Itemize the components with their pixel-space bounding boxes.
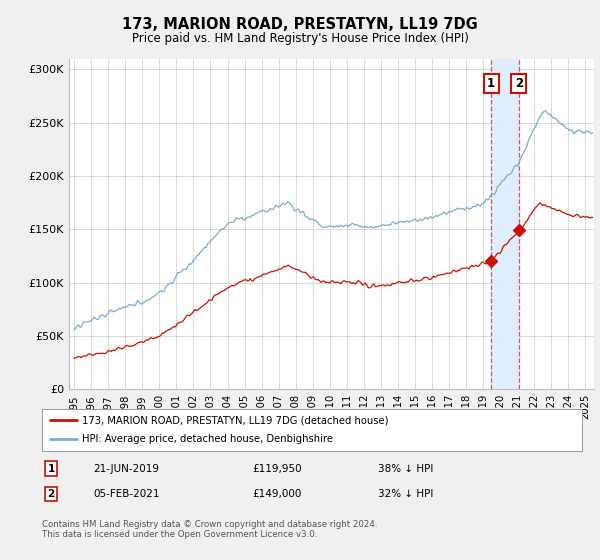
Text: HPI: Average price, detached house, Denbighshire: HPI: Average price, detached house, Denb… — [83, 435, 334, 445]
Text: 173, MARION ROAD, PRESTATYN, LL19 7DG: 173, MARION ROAD, PRESTATYN, LL19 7DG — [122, 17, 478, 32]
Text: 21-JUN-2019: 21-JUN-2019 — [93, 464, 159, 474]
Text: 2: 2 — [515, 77, 523, 90]
Text: £149,000: £149,000 — [252, 489, 301, 499]
Text: Price paid vs. HM Land Registry's House Price Index (HPI): Price paid vs. HM Land Registry's House … — [131, 32, 469, 45]
Text: £119,950: £119,950 — [252, 464, 302, 474]
Text: 1: 1 — [47, 464, 55, 474]
Text: Contains HM Land Registry data © Crown copyright and database right 2024.
This d: Contains HM Land Registry data © Crown c… — [42, 520, 377, 539]
Text: 2: 2 — [47, 489, 55, 499]
Text: 173, MARION ROAD, PRESTATYN, LL19 7DG (detached house): 173, MARION ROAD, PRESTATYN, LL19 7DG (d… — [83, 415, 389, 425]
Text: 38% ↓ HPI: 38% ↓ HPI — [378, 464, 433, 474]
Text: 32% ↓ HPI: 32% ↓ HPI — [378, 489, 433, 499]
Text: 1: 1 — [487, 77, 495, 90]
Text: 05-FEB-2021: 05-FEB-2021 — [93, 489, 160, 499]
Bar — [491, 59, 519, 389]
